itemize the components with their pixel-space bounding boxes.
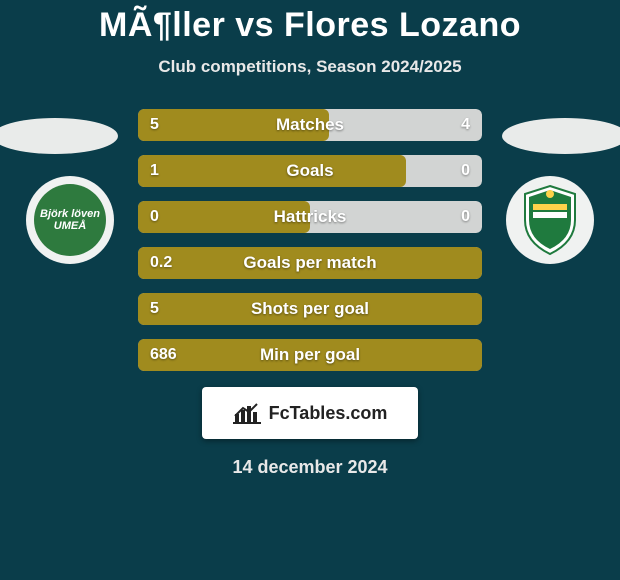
stats-list: 5Matches41Goals00Hattricks00.2Goals per …	[138, 109, 482, 371]
right-club-badge	[506, 176, 594, 264]
stat-label: Shots per goal	[138, 293, 482, 325]
stat-label: Hattricks	[138, 201, 482, 233]
right-oval-decoration	[502, 118, 620, 154]
stat-row: 5Matches4	[138, 109, 482, 141]
stat-label: Goals per match	[138, 247, 482, 279]
stat-label: Min per goal	[138, 339, 482, 371]
page-subtitle: Club competitions, Season 2024/2025	[158, 57, 461, 77]
left-oval-decoration	[0, 118, 118, 154]
right-club-shield-icon	[519, 184, 581, 256]
stat-label: Goals	[138, 155, 482, 187]
comparison-card: MÃ¶ller vs Flores Lozano Club competitio…	[0, 0, 620, 580]
stat-row: 0Hattricks0	[138, 201, 482, 233]
stat-label: Matches	[138, 109, 482, 141]
date-text: 14 december 2024	[232, 457, 387, 478]
stat-row: 1Goals0	[138, 155, 482, 187]
brand-text: FcTables.com	[269, 403, 388, 424]
brand-chart-icon	[233, 402, 261, 424]
left-club-badge-inner: Björk löven UMEÅ	[34, 184, 106, 256]
stat-row: 5Shots per goal	[138, 293, 482, 325]
stat-right-value: 4	[461, 109, 470, 141]
stat-right-value: 0	[461, 201, 470, 233]
left-club-badge: Björk löven UMEÅ	[26, 176, 114, 264]
stat-right-value: 0	[461, 155, 470, 187]
page-title: MÃ¶ller vs Flores Lozano	[99, 6, 521, 45]
brand-box[interactable]: FcTables.com	[202, 387, 418, 439]
stat-row: 686Min per goal	[138, 339, 482, 371]
stat-row: 0.2Goals per match	[138, 247, 482, 279]
